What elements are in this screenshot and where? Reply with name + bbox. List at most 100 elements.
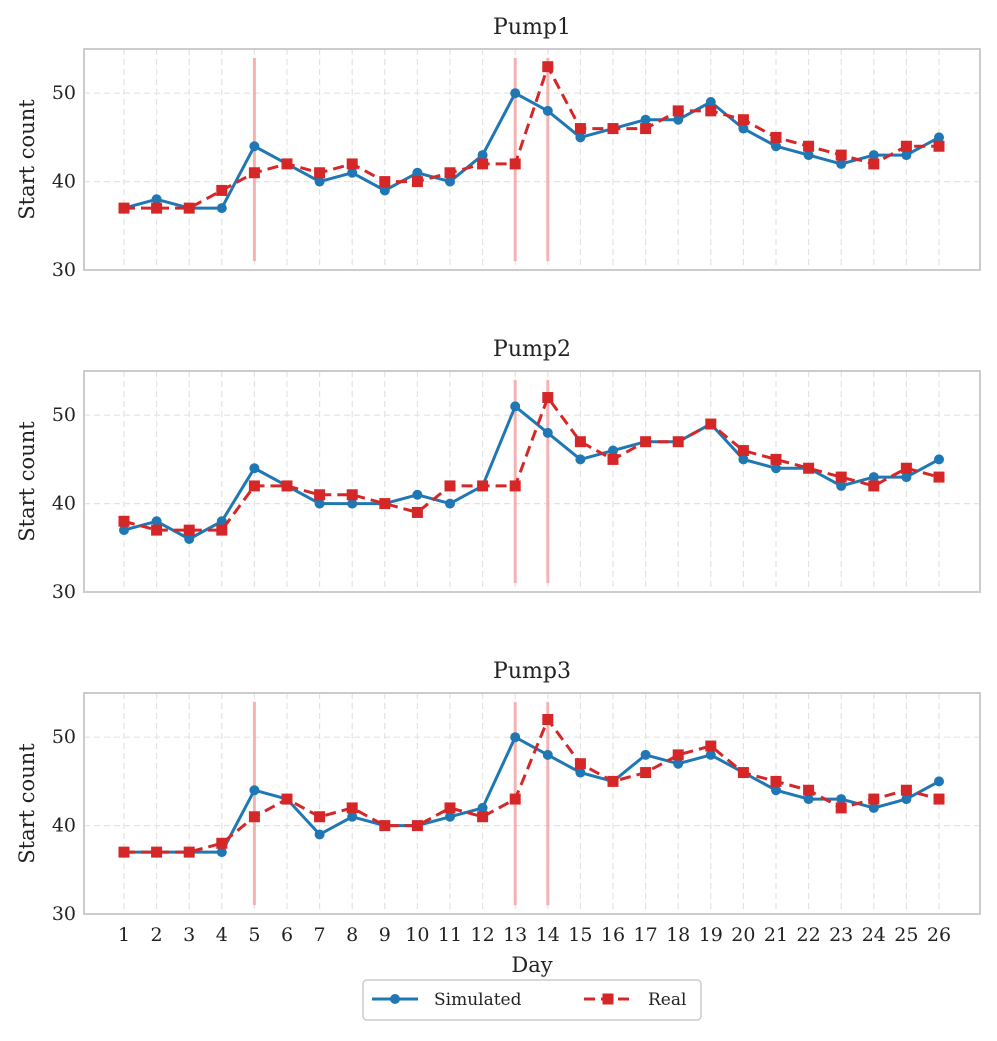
data-point-simulated: [836, 480, 847, 491]
data-point-simulated: [934, 132, 944, 143]
data-point-simulated: [249, 785, 260, 796]
data-point-simulated: [314, 829, 325, 840]
data-point-real: [835, 149, 847, 161]
x-tick-label: 11: [438, 924, 462, 946]
data-point-real: [607, 775, 619, 787]
data-point-real: [900, 462, 912, 474]
data-point-real: [411, 506, 423, 518]
data-point-real: [640, 123, 652, 135]
y-axis-label: Start count: [15, 743, 39, 864]
data-point-real: [411, 176, 423, 188]
data-point-simulated: [379, 185, 390, 196]
data-point-real: [705, 740, 717, 752]
data-point-real: [216, 184, 228, 196]
data-point-simulated: [934, 454, 944, 465]
x-tick-label: 22: [797, 924, 821, 946]
data-point-simulated: [771, 785, 781, 796]
data-point-simulated: [803, 150, 814, 161]
data-point-simulated: [738, 454, 749, 465]
data-point-simulated: [542, 749, 553, 760]
data-point-real: [346, 158, 358, 170]
x-tick-label: 19: [699, 924, 723, 946]
y-tick-label: 40: [52, 815, 76, 837]
y-tick-label: 50: [52, 82, 76, 104]
data-point-simulated: [868, 472, 879, 483]
data-point-simulated: [901, 472, 912, 483]
x-tick-label: 25: [894, 924, 918, 946]
plot-frame: [83, 48, 981, 271]
data-point-real: [379, 498, 391, 510]
x-tick-label: 13: [503, 924, 527, 946]
data-point-simulated: [673, 758, 684, 769]
data-point-simulated: [705, 749, 716, 760]
x-tick-label: 26: [927, 924, 951, 946]
data-point-real: [509, 158, 521, 170]
x-tick-label: 18: [666, 924, 690, 946]
data-point-real: [542, 61, 554, 73]
data-point-simulated: [803, 794, 814, 805]
data-point-simulated: [542, 105, 553, 116]
data-point-simulated: [640, 114, 651, 125]
data-point-real: [607, 453, 619, 465]
data-point-simulated: [836, 158, 847, 169]
data-point-real: [509, 793, 521, 805]
data-point-real: [379, 820, 391, 832]
data-point-real: [151, 202, 163, 214]
data-point-simulated: [542, 427, 553, 438]
x-tick-label: 8: [346, 924, 358, 946]
data-point-real: [118, 846, 130, 858]
data-point-real: [933, 793, 945, 805]
data-point-simulated: [705, 97, 716, 108]
data-point-real: [835, 471, 847, 483]
data-point-real: [705, 418, 717, 430]
x-tick-label: 21: [764, 924, 788, 946]
data-point-simulated: [314, 498, 325, 509]
data-point-real: [672, 749, 684, 761]
data-point-real: [900, 140, 912, 152]
data-point-real: [216, 837, 228, 849]
data-point-simulated: [151, 194, 162, 205]
x-tick-label: 17: [634, 924, 658, 946]
data-point-real: [183, 846, 195, 858]
y-axis-label: Start count: [15, 421, 39, 542]
y-tick-label: 40: [52, 493, 76, 515]
legend-label-real: Real: [648, 990, 686, 1010]
x-tick-label: 10: [405, 924, 429, 946]
series-line-real: [124, 718, 940, 854]
data-point-real: [314, 811, 326, 823]
plot-frame: [83, 370, 981, 593]
data-point-real: [770, 131, 782, 143]
panel-2: 30 40 50 Start count Pump2: [15, 337, 981, 603]
data-point-simulated: [445, 498, 455, 509]
data-point-simulated: [477, 802, 488, 813]
data-point-real: [803, 784, 815, 796]
x-tick-label: 15: [568, 924, 592, 946]
data-point-simulated: [934, 776, 944, 787]
data-point-simulated: [868, 802, 879, 813]
data-point-real: [118, 515, 130, 527]
x-tick-label: 9: [379, 924, 391, 946]
data-point-simulated: [347, 811, 358, 822]
data-point-real: [705, 105, 717, 117]
x-axis-label: Day: [511, 953, 552, 977]
data-point-simulated: [445, 811, 455, 822]
data-point-real: [379, 176, 391, 188]
legend-swatch-marker-real: [602, 993, 614, 1005]
data-point-simulated: [510, 732, 521, 743]
data-point-real: [444, 802, 456, 814]
panel-1: 30 40 50 Start count Pump1: [15, 15, 981, 281]
data-point-simulated: [575, 132, 586, 143]
data-point-real: [737, 767, 749, 779]
data-point-simulated: [347, 498, 358, 509]
data-point-simulated: [249, 463, 260, 474]
data-point-real: [411, 820, 423, 832]
data-point-real: [281, 480, 293, 492]
data-point-real: [248, 167, 260, 179]
data-point-real: [542, 714, 554, 726]
data-point-real: [737, 445, 749, 457]
x-tick-label: 16: [601, 924, 625, 946]
data-point-simulated: [901, 794, 912, 805]
data-point-real: [803, 140, 815, 152]
